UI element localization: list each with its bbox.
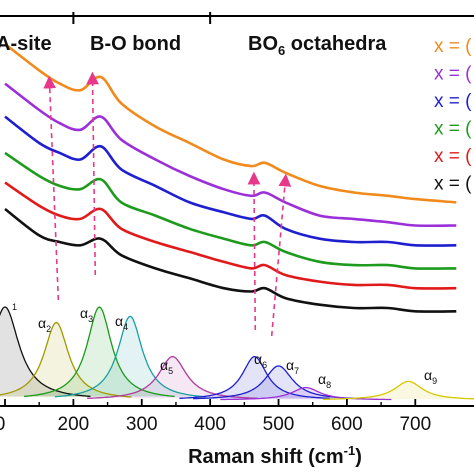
spectra-series: [4, 42, 457, 313]
fit-peak-alpha-8: [220, 386, 392, 401]
x-tick-label: 200: [58, 414, 90, 435]
fit-peak-curves: [0, 306, 474, 401]
alpha-label-7: α7: [286, 357, 299, 376]
shift-arrows: [43, 71, 292, 337]
fit-peak-fill-7: [193, 366, 364, 399]
fit-peak-fills: [0, 307, 474, 400]
fit-peak-alpha-4: [54, 315, 206, 398]
alpha-label-1: 1: [12, 302, 17, 312]
legend-entry-1: x = (: [434, 36, 472, 57]
shift-arrow-3: [247, 171, 261, 331]
fit-peak-alpha-1: [0, 306, 91, 398]
fit-peak-fill-4: [54, 316, 206, 397]
x-tick-label: 0: [0, 414, 5, 435]
region-label-a-site: A-site: [0, 33, 52, 55]
legend-entry-3: x = (: [434, 91, 472, 112]
region-label-b-o-bond: B-O bond: [90, 33, 181, 55]
fit-peak-alpha-2: [0, 321, 132, 398]
alpha-label-4: α4: [115, 313, 128, 332]
axes: [0, 12, 474, 407]
series-line-5: [4, 181, 457, 290]
fit-peak-alpha-9: [323, 380, 474, 400]
fit-peak-fill-3: [24, 307, 175, 397]
series-line-1: [4, 42, 457, 204]
fit-peak-fill-6: [179, 356, 330, 399]
legend-entry-5: x = (: [434, 146, 472, 167]
fit-peak-alpha-3: [24, 306, 175, 398]
alpha-label-5: α5: [160, 357, 173, 376]
alpha-label-3: α3: [80, 305, 93, 324]
alpha-label-6: α6: [254, 351, 267, 370]
x-tick-label: 700: [399, 414, 431, 435]
alpha-label-9: α9: [424, 367, 437, 386]
x-tick-label: 300: [126, 414, 158, 435]
series-line-3: [4, 115, 457, 247]
chart-labels: 0 200 300 400 500 600 700 Raman shift (cm-1) A-s…: [0, 33, 472, 468]
fit-peak-fill-8: [220, 387, 392, 400]
x-axis-title: Raman shift (cm-1): [188, 443, 362, 468]
series-line-2: [4, 82, 457, 228]
fit-peak-alpha-6: [179, 355, 330, 399]
x-tick-label: 400: [194, 414, 226, 435]
legend-entry-2: x = (: [434, 64, 472, 85]
legend-entry-6: x = (: [434, 174, 472, 195]
shift-arrow-4: [270, 173, 292, 337]
region-label-bo6-octahedra: BO6 octahedra: [248, 33, 387, 58]
shift-arrow-2: [86, 71, 100, 276]
series-line-6: [4, 207, 457, 313]
fit-peak-fill-5: [87, 356, 258, 399]
x-tick-label: 600: [331, 414, 363, 435]
fit-peak-fill-1: [0, 307, 91, 397]
shift-arrow-1: [43, 75, 60, 301]
alpha-label-8: α8: [318, 371, 331, 390]
legend-entry-4: x = (: [434, 119, 472, 140]
x-tick-label: 500: [263, 414, 295, 435]
alpha-label-2: α2: [38, 315, 51, 334]
fit-peak-fill-9: [323, 381, 474, 400]
series-line-4: [4, 151, 457, 270]
